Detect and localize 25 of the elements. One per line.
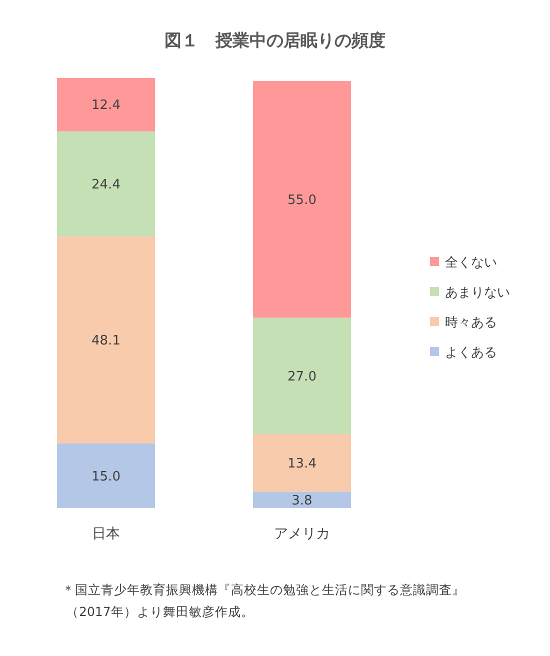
legend-label: よくある bbox=[445, 346, 497, 361]
data-label: 48.1 bbox=[92, 333, 120, 348]
legend-label: 全くない bbox=[445, 256, 497, 271]
data-label: 24.4 bbox=[92, 177, 120, 192]
data-label: 13.4 bbox=[288, 456, 316, 472]
x-tick-label: アメリカ bbox=[274, 526, 330, 542]
data-label: 27.0 bbox=[288, 369, 316, 384]
bar bbox=[253, 434, 351, 492]
bar bbox=[57, 131, 155, 236]
bar bbox=[57, 443, 155, 508]
bar bbox=[253, 318, 351, 434]
chart-title: 図１ 授業中の居眠りの頻度 bbox=[164, 31, 386, 51]
data-label: 55.0 bbox=[288, 192, 316, 208]
bar bbox=[253, 81, 351, 318]
bar bbox=[57, 236, 155, 444]
x-tick-label: 日本 bbox=[92, 526, 120, 542]
bar bbox=[57, 78, 155, 132]
text: ＊国立青少年教育振興機構『高校生の勉強と生活に関する意識調査』 bbox=[62, 582, 465, 597]
text: （2017年）より舞田敏彦作成。 bbox=[66, 604, 254, 619]
data-label: 15.0 bbox=[92, 469, 120, 484]
data-label: 3.8 bbox=[292, 493, 312, 508]
legend-label: 時々ある bbox=[445, 316, 497, 331]
data-label: 12.4 bbox=[92, 98, 120, 114]
bar bbox=[253, 492, 351, 508]
legend-label: あまりない bbox=[445, 286, 510, 301]
